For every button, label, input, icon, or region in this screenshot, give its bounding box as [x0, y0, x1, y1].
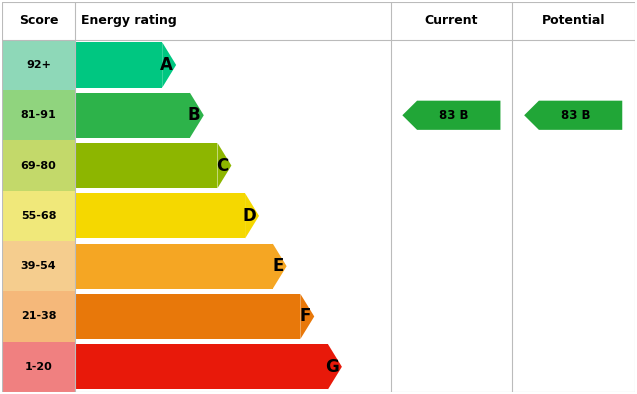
Text: 21-38: 21-38 — [21, 312, 56, 322]
Text: 83 B: 83 B — [561, 109, 590, 122]
Text: C: C — [216, 156, 228, 175]
Bar — [2, 90, 75, 140]
Bar — [75, 93, 190, 138]
Bar — [75, 294, 300, 339]
Polygon shape — [217, 143, 231, 188]
Text: Score: Score — [18, 15, 58, 28]
Text: 92+: 92+ — [26, 60, 51, 70]
Text: 1-20: 1-20 — [25, 362, 52, 372]
Text: G: G — [325, 358, 339, 376]
Text: Current: Current — [425, 15, 478, 28]
Text: D: D — [242, 207, 256, 225]
Bar — [75, 243, 273, 289]
Text: 55-68: 55-68 — [21, 211, 56, 221]
Polygon shape — [403, 101, 501, 130]
Text: B: B — [188, 106, 201, 124]
Bar — [2, 241, 75, 291]
Polygon shape — [273, 243, 287, 289]
Text: 69-80: 69-80 — [20, 161, 56, 171]
Bar — [75, 193, 245, 238]
Bar — [2, 2, 635, 40]
Text: 83 B: 83 B — [439, 109, 468, 122]
Bar — [2, 191, 75, 241]
Bar — [2, 140, 75, 191]
Polygon shape — [162, 42, 176, 87]
Bar — [75, 143, 217, 188]
Text: 81-91: 81-91 — [20, 110, 56, 120]
Text: E: E — [272, 257, 283, 275]
Polygon shape — [328, 344, 342, 389]
Text: Energy rating: Energy rating — [81, 15, 177, 28]
Bar — [2, 40, 75, 90]
Bar — [2, 342, 75, 392]
Text: Potential: Potential — [541, 15, 605, 28]
Bar — [75, 42, 162, 87]
Text: A: A — [160, 56, 173, 74]
Polygon shape — [524, 101, 622, 130]
Polygon shape — [245, 193, 259, 238]
Text: F: F — [300, 307, 311, 325]
Text: 39-54: 39-54 — [20, 261, 56, 271]
Bar — [2, 291, 75, 342]
Polygon shape — [300, 294, 314, 339]
Bar — [75, 344, 328, 389]
Polygon shape — [190, 93, 204, 138]
